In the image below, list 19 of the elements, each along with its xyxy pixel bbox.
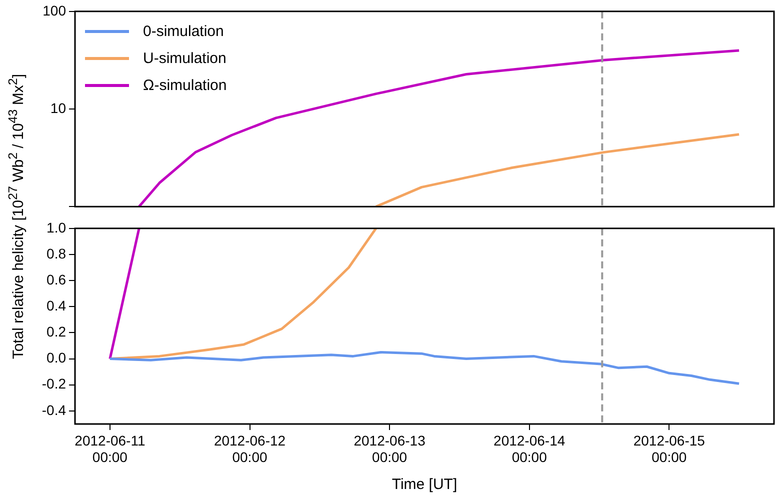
y-tick-label: 0.8 <box>46 245 66 262</box>
y-tick-label: -0.4 <box>42 402 66 418</box>
x-axis-title: Time [UT] <box>392 476 458 494</box>
y-tick-label: 0.6 <box>46 271 66 288</box>
y-tick-label: 0.2 <box>46 324 66 340</box>
x-tick-label: 2012-06-12 00:00 <box>214 432 286 466</box>
y-tick-label: 100 <box>42 2 66 18</box>
legend-label: Ω-simulation <box>143 77 227 94</box>
x-tick-label: 2012-06-14 00:00 <box>494 432 566 466</box>
legend-label: U-simulation <box>143 50 226 67</box>
legend-label: 0-simulation <box>143 23 224 40</box>
x-tick-label: 2012-06-11 00:00 <box>74 432 146 466</box>
x-tick-label: 2012-06-13 00:00 <box>354 432 426 466</box>
y-tick-label: 0.0 <box>46 350 66 366</box>
y-tick-label: 1.0 <box>46 219 66 236</box>
y-tick-label: 0.4 <box>46 298 66 314</box>
y-tick-label: 10 <box>50 100 66 116</box>
y-tick-label: -0.2 <box>42 376 66 392</box>
x-tick-label: 2012-06-15 00:00 <box>633 432 706 466</box>
